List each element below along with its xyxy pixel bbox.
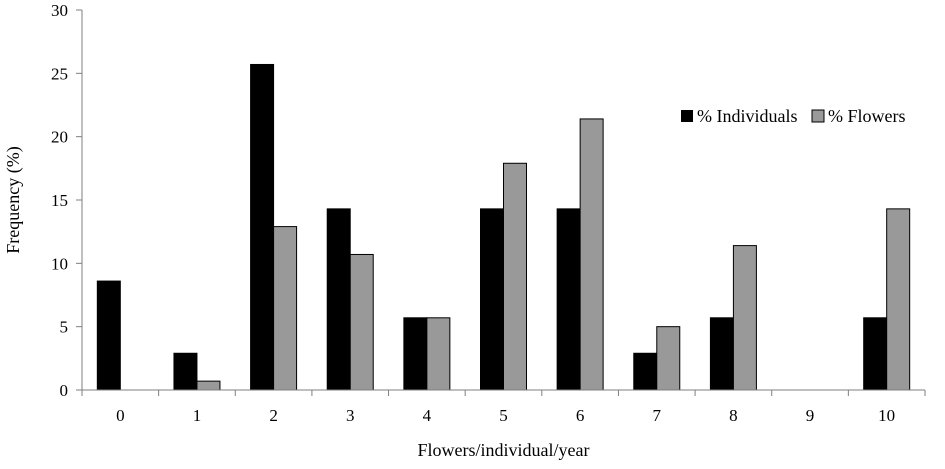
bar-flowers-10	[886, 208, 911, 391]
ticks-layer: 0 5 10 15 20 25 30 0 1 2 3 4 5 6 7 8 9 10	[51, 1, 926, 425]
bar-individuals-7	[633, 352, 658, 391]
x-axis-title: Flowers/individual/year	[418, 440, 590, 460]
bar-flowers-7	[656, 326, 681, 391]
bar-individuals-4	[403, 317, 428, 391]
x-tick-label: 3	[346, 406, 355, 425]
bar-individuals-3	[326, 208, 351, 391]
bar-flowers-1	[196, 380, 221, 391]
y-axis-title: Frequency (%)	[3, 146, 24, 253]
bar-individuals-2	[250, 63, 275, 391]
x-tick-label: 5	[499, 406, 508, 425]
legend-label-individuals: % Individuals	[697, 106, 798, 126]
x-tick-label: 2	[269, 406, 278, 425]
y-tick-label: 10	[51, 254, 68, 273]
legend-swatch-individuals	[681, 110, 693, 122]
y-tick-label: 25	[51, 64, 68, 83]
bar-individuals-0	[96, 280, 121, 391]
x-tick-label: 8	[729, 406, 738, 425]
bar-individuals-5	[480, 208, 504, 391]
y-tick-label: 0	[60, 381, 69, 400]
x-tick-label: 6	[576, 406, 585, 425]
bar-individuals-1	[173, 352, 198, 391]
bar-flowers-4	[426, 317, 451, 391]
bar-individuals-10	[863, 317, 888, 391]
legend: % Individuals % Flowers	[681, 106, 906, 126]
y-tick-label: 20	[51, 128, 68, 147]
bars-layer	[96, 63, 911, 391]
bar-flowers-6	[579, 118, 604, 391]
bar-individuals-8	[709, 317, 734, 391]
x-tick-label: 0	[116, 406, 125, 425]
x-tick-label: 7	[653, 406, 662, 425]
bar-flowers-3	[349, 253, 374, 391]
x-tick-label: 1	[193, 406, 202, 425]
bar-individuals-6	[556, 208, 581, 391]
bar-flowers-8	[732, 245, 757, 391]
y-tick-label: 30	[51, 1, 68, 20]
y-tick-label: 15	[51, 191, 68, 210]
bar-flowers-5	[503, 162, 527, 391]
x-tick-label: 4	[423, 406, 432, 425]
legend-label-flowers: % Flowers	[828, 106, 906, 126]
bar-flowers-2	[273, 226, 298, 391]
y-tick-label: 5	[60, 318, 69, 337]
legend-swatch-flowers	[811, 109, 825, 123]
x-tick-label: 9	[806, 406, 815, 425]
x-tick-label: 10	[878, 406, 895, 425]
